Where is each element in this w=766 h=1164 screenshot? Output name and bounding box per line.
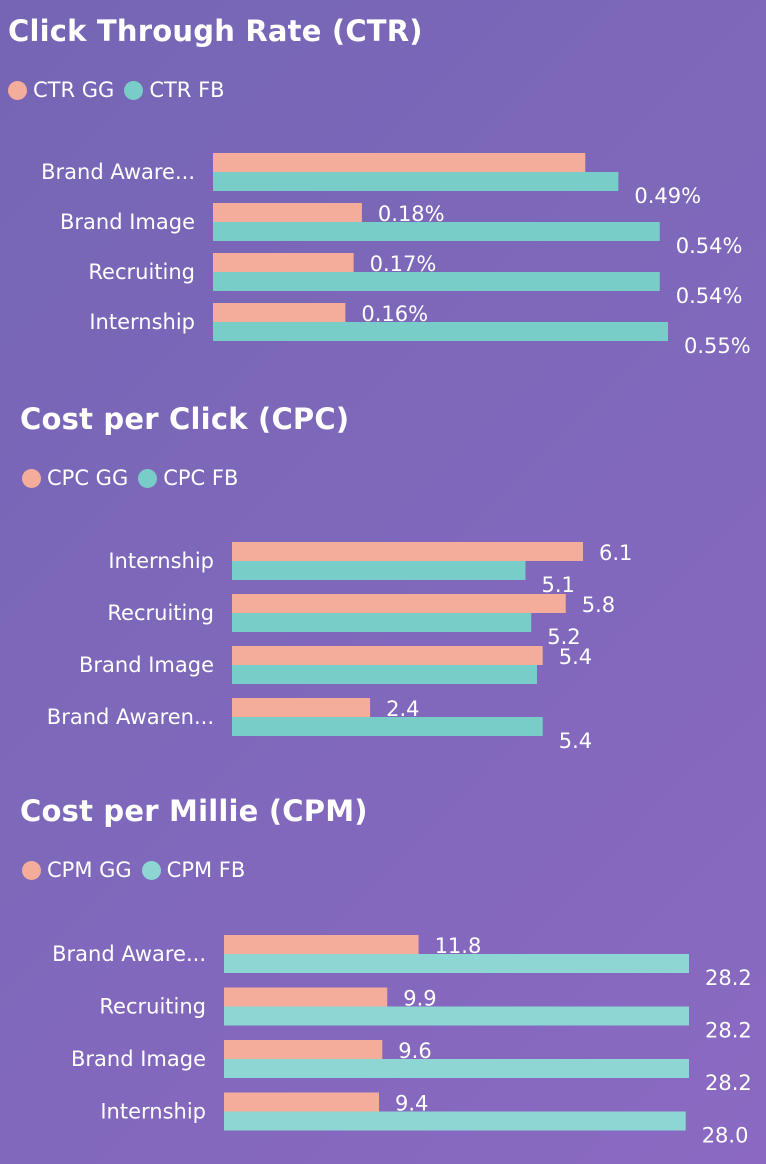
data-label: 28.2: [705, 1019, 752, 1043]
legend-swatch-gg: [8, 80, 27, 100]
category-label: Recruiting: [99, 995, 206, 1019]
category-label: Brand Image: [79, 653, 214, 677]
bar-fb: [213, 172, 619, 191]
legend-item-fb: CTR FB: [124, 78, 225, 102]
legend-label-gg: CPM GG: [47, 858, 132, 882]
legend-item-fb: CPC FB: [138, 466, 238, 490]
bar-fb: [224, 1111, 686, 1131]
chart-title: Cost per Click (CPC): [20, 402, 350, 436]
legend-item-gg: CPC GG: [22, 466, 128, 490]
bar-fb: [232, 665, 537, 684]
legend-label-fb: CPM FB: [166, 858, 246, 882]
bar-fb: [213, 222, 660, 241]
category-label: Brand Aware...: [52, 942, 206, 966]
legend-swatch-fb: [138, 468, 158, 488]
cpc-plot: Internship 6.1 5.1 Recruiting 5.85.2 Brand Im…: [47, 541, 633, 753]
data-label: 5.1: [541, 573, 574, 597]
data-label: 0.54%: [676, 234, 743, 258]
category-label: Brand Image: [60, 210, 195, 234]
data-label: 28.2: [705, 1071, 752, 1095]
category-label: Recruiting: [107, 601, 214, 625]
bar-fb: [224, 954, 689, 973]
category-label: Brand Aware...: [41, 160, 195, 184]
data-label: 28.2: [705, 966, 752, 990]
legend-item-gg: CTR GG: [8, 78, 114, 102]
bar-fb: [232, 561, 526, 580]
data-label: 0.55%: [684, 334, 751, 358]
legend-label-gg: CTR GG: [33, 78, 115, 102]
bar-gg: [232, 698, 371, 717]
bar-gg: [213, 253, 354, 272]
chart-title: Click Through Rate (CTR): [8, 14, 423, 48]
cpm-chart: Cost per Millie (CPM) CPM GG CPM FB Bran…: [0, 770, 766, 1164]
ctr-chart: Click Through Rate (CTR) CTR GG CTR FB B…: [0, 0, 766, 380]
data-label: 0.49%: [634, 184, 701, 208]
bar-gg: [224, 1040, 383, 1059]
legend-swatch-gg: [22, 468, 41, 488]
bar-gg: [213, 203, 362, 222]
chart-legend: CPC GG CPC FB: [22, 466, 248, 490]
bar-gg: [232, 594, 566, 613]
data-label: 5.4: [559, 729, 592, 753]
chart-title: Cost per Millie (CPM): [20, 794, 368, 828]
legend-swatch-fb: [124, 80, 144, 100]
cpc-chart: Cost per Click (CPC) CPC GG CPC FB Inter…: [0, 380, 766, 770]
legend-label-gg: CPC GG: [47, 466, 129, 490]
bar-gg: [213, 303, 346, 322]
chart-legend: CPM GG CPM FB: [22, 858, 255, 882]
bar-gg: [213, 153, 586, 172]
category-label: Brand Awaren...: [47, 705, 214, 729]
bar-gg: [224, 987, 388, 1007]
bar-gg: [232, 646, 543, 665]
data-label: 0.54%: [676, 284, 743, 308]
data-label: 5.8: [582, 593, 615, 617]
category-label: Internship: [89, 310, 195, 334]
legend-item-gg: CPM GG: [22, 858, 132, 882]
bar-fb: [213, 272, 660, 291]
data-label: 28.0: [702, 1124, 749, 1148]
bar-fb: [232, 613, 532, 632]
bar-fb: [232, 717, 543, 736]
bar-gg: [232, 542, 583, 561]
legend-item-fb: CPM FB: [141, 858, 246, 882]
category-label: Recruiting: [88, 260, 195, 284]
bar-gg: [224, 935, 419, 954]
bar-gg: [224, 1092, 379, 1112]
legend-label-fb: CTR FB: [149, 78, 225, 102]
bar-fb: [224, 1059, 689, 1078]
legend-label-fb: CPC FB: [163, 466, 239, 490]
chart-legend: CTR GG CTR FB: [8, 78, 235, 102]
bar-fb: [213, 322, 668, 341]
ctr-plot: Brand Aware...0.49%Brand Image 0.18%0.54%…: [41, 153, 751, 358]
data-label: 5.4: [559, 645, 592, 669]
legend-swatch-fb: [141, 860, 161, 880]
bar-fb: [224, 1006, 689, 1026]
data-label: 5.2: [547, 625, 580, 649]
data-label: 6.1: [599, 541, 632, 565]
legend-swatch-gg: [22, 860, 41, 880]
category-label: Brand Image: [71, 1047, 206, 1071]
category-label: Internship: [100, 1100, 206, 1124]
category-label: Internship: [108, 549, 214, 573]
